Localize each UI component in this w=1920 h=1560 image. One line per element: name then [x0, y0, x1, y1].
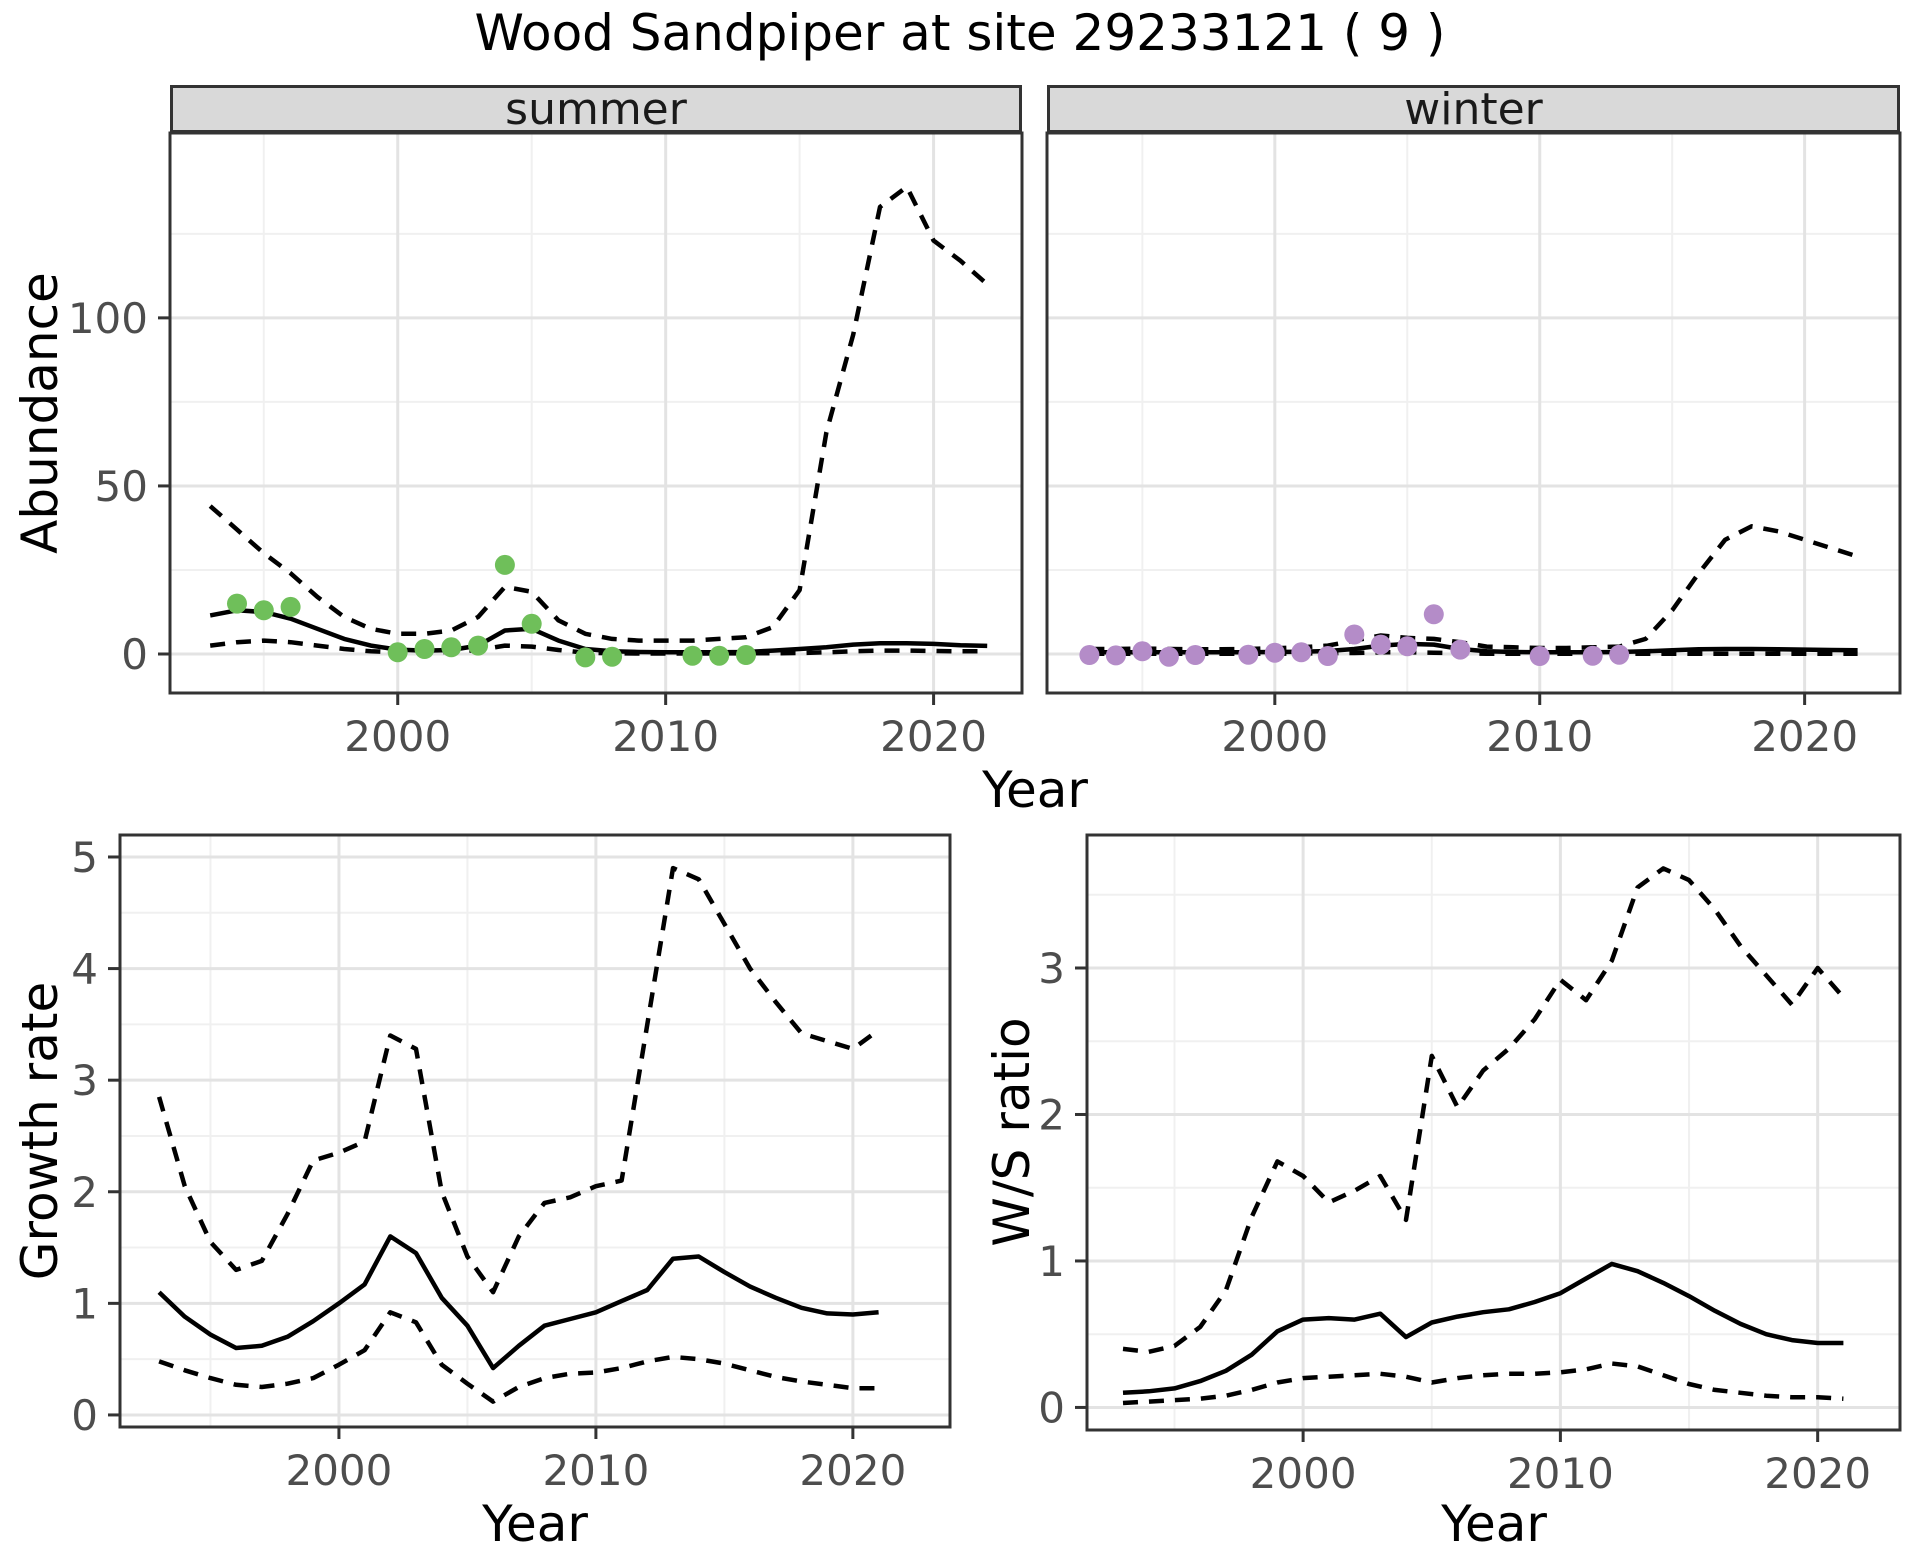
- x-tick-label: 2010: [1507, 1449, 1614, 1498]
- series-lower-ci-line: [1122, 1361, 1844, 1406]
- y-tick-label: 5: [71, 833, 98, 882]
- panel-abundance-winter: 2000 2010 2020: [1045, 131, 1902, 761]
- panel-border: [168, 131, 1024, 695]
- data-point: [602, 646, 623, 667]
- data-point: [1344, 624, 1365, 645]
- y-tick-label: 50: [95, 462, 148, 511]
- x-tick-label: 2000: [1250, 1449, 1357, 1498]
- data-point: [468, 635, 489, 656]
- y-tick-label: 100: [68, 294, 148, 343]
- data-point: [1264, 642, 1285, 663]
- data-point: [1185, 645, 1206, 665]
- facet-strip-summer: summer: [170, 83, 1022, 135]
- data-point: [736, 645, 756, 665]
- panel-ws-ratio: 2000 2010 2020 0 1 2 3: [1038, 833, 1902, 1498]
- panel-background: [1087, 835, 1900, 1430]
- series-upper-ci-line: [156, 865, 880, 1295]
- y-tick-label: 2: [71, 1168, 98, 1217]
- x-tick-label: 2000: [344, 712, 451, 761]
- data-point: [253, 600, 274, 621]
- x-tick-label: 2020: [799, 1446, 906, 1495]
- x-tick-label: 2020: [880, 712, 987, 761]
- data-point: [1423, 604, 1444, 625]
- data-point: [1079, 645, 1100, 665]
- series-fit-line: [1122, 1261, 1844, 1396]
- x-tick-label: 2020: [1751, 712, 1858, 761]
- data-point: [1317, 646, 1338, 666]
- panel-background: [120, 835, 950, 1427]
- facet-strip-summer-label: summer: [505, 83, 687, 135]
- data-point: [682, 645, 703, 666]
- data-point: [1238, 644, 1259, 665]
- x-tick-label: 2010: [542, 1446, 649, 1495]
- data-point: [1105, 645, 1126, 666]
- data-point: [227, 593, 247, 614]
- page-title: Wood Sandpiper at site 29233121 ( 9 ): [474, 4, 1446, 62]
- panel-background: [170, 133, 1022, 693]
- growth-year-axis-title: Year: [482, 1495, 588, 1553]
- data-point: [414, 639, 435, 659]
- facet-strip-winter: winter: [1047, 83, 1900, 135]
- x-tick-label: 2000: [1221, 712, 1328, 761]
- x-tick-label: 2020: [1764, 1449, 1871, 1498]
- y-tick-label: 3: [1038, 944, 1065, 993]
- data-point: [521, 613, 542, 634]
- data-point: [1529, 646, 1550, 666]
- y-tick-label: 0: [71, 1391, 98, 1440]
- panel-growth-rate: 2000 2010 2020 0 1 2 3 4 5: [71, 833, 952, 1495]
- series-upper-ci-line: [208, 184, 989, 643]
- panel-abundance-summer: 2000 2010 2020 0 50 100: [68, 131, 1024, 761]
- x-tick-label: 2000: [285, 1446, 392, 1495]
- data-point: [575, 647, 596, 668]
- x-tick-label: 2010: [1486, 712, 1593, 761]
- y-tick-label: 0: [1038, 1383, 1065, 1432]
- data-point: [387, 642, 408, 663]
- panel-border: [118, 833, 952, 1429]
- data-point: [1450, 639, 1471, 660]
- y-tick-label: 1: [1038, 1237, 1065, 1286]
- y-tick-label: 3: [71, 1056, 98, 1105]
- data-point: [1132, 641, 1153, 662]
- x-tick-label: 2010: [612, 712, 719, 761]
- series-fit-line: [157, 1234, 879, 1371]
- data-point: [1609, 644, 1630, 665]
- series-fit-line: [209, 608, 988, 655]
- y-tick-label: 2: [1038, 1090, 1065, 1139]
- y-tick-label: 4: [71, 945, 98, 994]
- data-point: [1370, 634, 1391, 655]
- data-point: [1291, 642, 1312, 663]
- data-point: [709, 645, 730, 666]
- data-point: [441, 637, 462, 658]
- data-point: [1158, 646, 1179, 667]
- data-point: [494, 554, 515, 575]
- series-upper-ci-line: [1122, 866, 1846, 1355]
- data-point: [1582, 645, 1603, 666]
- series-fit-line: [1089, 641, 1858, 655]
- series-lower-ci-line: [209, 638, 988, 656]
- panel-background: [1047, 133, 1900, 693]
- data-point: [280, 596, 301, 617]
- y-tick-label: 0: [121, 630, 148, 679]
- panel-border: [1045, 131, 1902, 695]
- series-lower-ci-line: [158, 1310, 879, 1404]
- ws-year-axis-title: Year: [1441, 1495, 1547, 1553]
- y-tick-label: 1: [71, 1279, 98, 1328]
- panel-border: [1085, 833, 1902, 1432]
- facet-strip-winter-label: winter: [1404, 83, 1543, 135]
- data-point: [1397, 636, 1418, 657]
- top-year-axis-title: Year: [982, 761, 1088, 819]
